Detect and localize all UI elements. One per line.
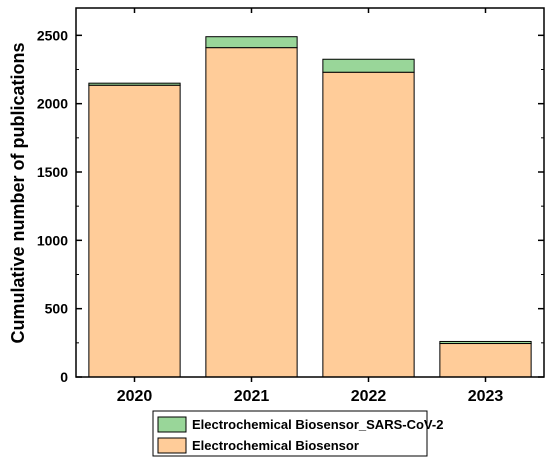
x-axis: 2020 2021 2022 2023 [117, 8, 504, 405]
y-tick-label: 1000 [37, 232, 68, 248]
bar-2021-series-0 [205, 47, 298, 378]
bar-2023-series-1 [439, 340, 532, 345]
bar-2022-series-1 [322, 58, 415, 73]
x-tick-label-2020: 2020 [117, 388, 153, 405]
bar-2022-series-0 [322, 71, 415, 378]
y-tick-label: 0 [60, 369, 68, 385]
x-tick-label-2023: 2023 [468, 388, 504, 405]
bar-2020-series-0 [88, 84, 181, 378]
bar-2021-series-1 [205, 36, 298, 49]
y-axis-title: Cumulative number of publications [8, 42, 28, 343]
y-tick-label: 2000 [37, 96, 68, 112]
x-tick-label-2021: 2021 [234, 388, 270, 405]
x-tick-label-2022: 2022 [351, 388, 387, 405]
y-tick-label: 1500 [37, 164, 68, 180]
bars-layer [88, 36, 532, 378]
plot-frame [75, 7, 545, 378]
y-tick-label: 2500 [37, 27, 68, 43]
legend-swatch-0 [157, 416, 187, 433]
legend-label-1: Electrochemical Biosensor [192, 438, 359, 453]
bar-2020-series-1 [88, 82, 181, 86]
legend-swatch-1 [157, 437, 187, 454]
y-tick-label: 500 [45, 301, 69, 317]
legend-label-0: Electrochemical Biosensor_SARS-CoV-2 [192, 417, 443, 432]
y-axis: 0 500 1000 1500 2000 2500 [37, 27, 544, 385]
legend-box [152, 410, 428, 457]
legend: Electrochemical Biosensor_SARS-CoV-2 Elec… [152, 410, 443, 457]
bar-2023-series-0 [439, 343, 532, 378]
